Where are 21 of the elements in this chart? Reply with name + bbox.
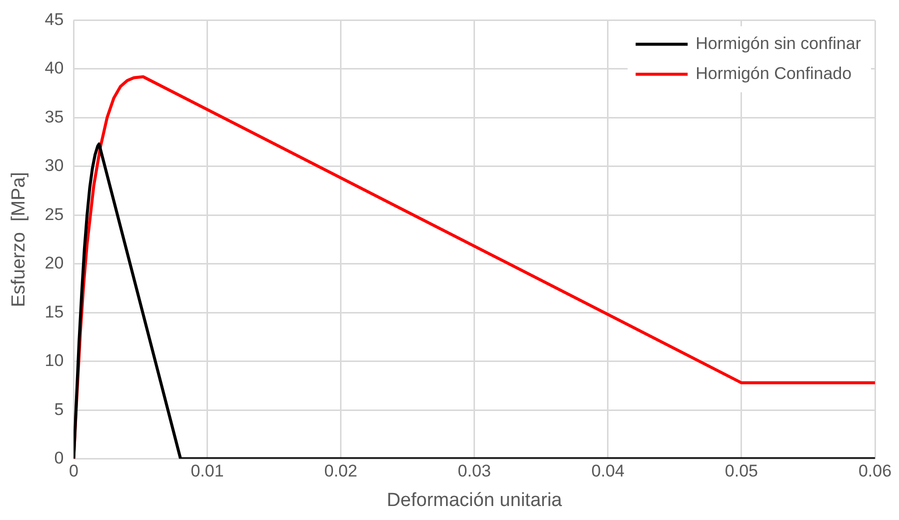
x-tick-label: 0 [68,462,78,481]
y-tick-label: 20 [44,254,64,273]
x-tick-label: 0.04 [591,462,624,481]
x-tick-label: 0.03 [458,462,491,481]
x-tick-label: 0.06 [858,462,892,481]
y-axis-title: Esfuerzo [MPa] [8,172,30,308]
legend-label: Hormigón Confinado [696,64,852,83]
y-tick-label: 5 [54,400,64,419]
x-tick-label: 0.02 [324,462,358,481]
y-tick-label: 40 [44,58,64,78]
y-tick-label: 45 [44,10,64,29]
y-tick-label: 35 [44,107,64,126]
legend-label: Hormigón sin confinar [696,34,862,53]
y-tick-label: 0 [54,448,64,468]
y-tick-label: 15 [44,302,64,322]
x-tick-label: 0.01 [190,462,224,481]
x-tick-label: 0.05 [724,462,758,481]
y-tick-label: 10 [44,351,64,370]
y-tick-label: 25 [44,204,64,224]
y-tick-label: 30 [44,156,64,176]
x-axis-title: Deformación unitaria [386,490,562,511]
